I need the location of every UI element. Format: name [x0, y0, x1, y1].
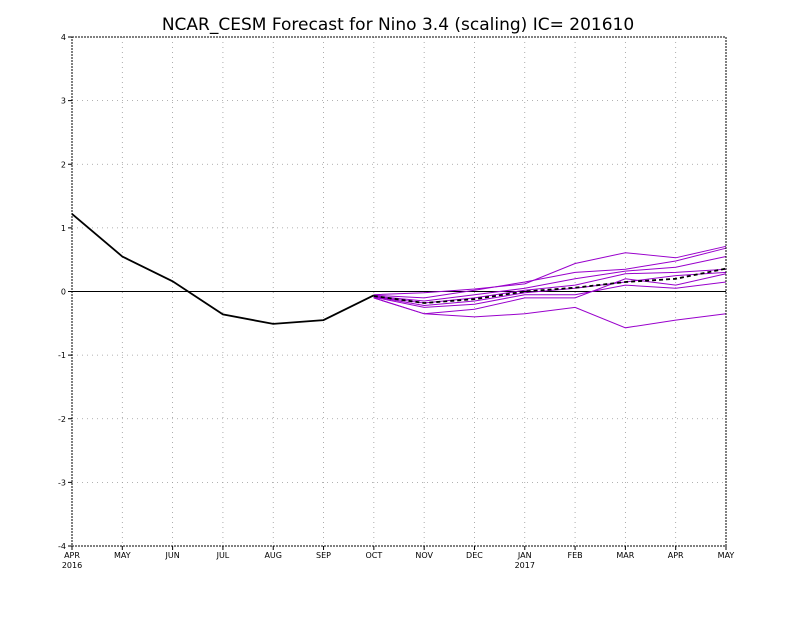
x-tick-label: SEP: [316, 551, 331, 560]
y-tick-label: -4: [58, 542, 66, 551]
y-axis: -4 -3 -2 -1 0 1 2 3 4: [58, 33, 72, 551]
x-year-label: 2017: [515, 561, 535, 570]
x-tick-label: MAY: [718, 551, 735, 560]
x-tick-label: DEC: [466, 551, 483, 560]
y-tick-label: -3: [58, 478, 66, 487]
x-year-label: 2016: [62, 561, 82, 570]
ensemble-member-line: [373, 256, 727, 302]
x-tick-label: NOV: [415, 551, 433, 560]
ensemble-member-line: [373, 281, 727, 308]
y-tick-label: 3: [61, 97, 66, 106]
y-tick-label: -2: [58, 415, 66, 424]
x-tick-label: MAY: [114, 551, 131, 560]
ensemble-member-line: [373, 247, 727, 299]
x-tick-label: APR: [64, 551, 80, 560]
x-tick-label: AUG: [264, 551, 282, 560]
x-tick-label: FEB: [567, 551, 582, 560]
chart-title: NCAR_CESM Forecast for Nino 3.4 (scaling…: [162, 15, 634, 35]
observed-line: [71, 213, 375, 325]
ensemble-mean-line: [373, 267, 727, 304]
x-tick-label: JUN: [165, 551, 180, 560]
x-tick-label: APR: [668, 551, 684, 560]
ensemble-member-line: [373, 271, 727, 307]
x-tick-label: OCT: [365, 551, 382, 560]
y-tick-label: 4: [61, 33, 66, 42]
x-tick-label: JAN: [517, 551, 532, 560]
y-tick-label: 1: [61, 224, 66, 233]
y-tick-label: 2: [61, 160, 66, 169]
ensemble-member-line: [373, 273, 727, 315]
y-tick-label: -1: [58, 351, 66, 360]
x-axis: APR MAY JUN JUL AUG SEP OCT NOV DEC JAN FEB MAR APR M…: [62, 546, 735, 570]
ensemble-member-line: [373, 245, 727, 296]
y-tick-label: 0: [61, 288, 66, 297]
ensemble-members: [373, 245, 727, 329]
x-tick-label: JUL: [216, 551, 230, 560]
ensemble-member-line: [373, 297, 727, 329]
x-tick-label: MAR: [616, 551, 634, 560]
